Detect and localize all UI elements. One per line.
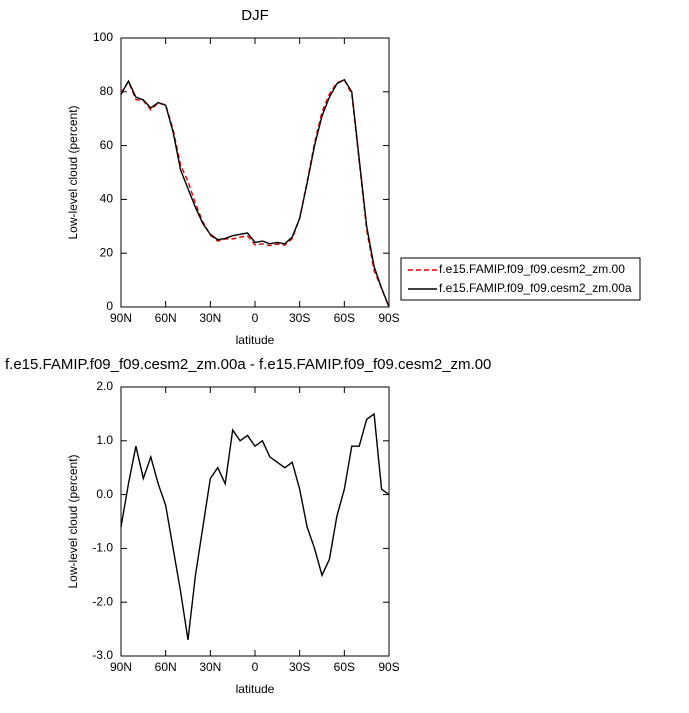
chart-title: DJF [241, 7, 269, 24]
x-tick-label: 0 [252, 311, 259, 325]
legend-box [400, 257, 641, 301]
x-tick-label: 30N [199, 660, 221, 674]
y-tick-label: 40 [100, 192, 114, 206]
x-tick-label: 90N [110, 660, 132, 674]
y-tick-label: 100 [93, 30, 113, 44]
x-tick-label: 90S [378, 660, 399, 674]
plot-frame [120, 386, 390, 657]
x-tick-label: 0 [252, 660, 259, 674]
y-tick-label: -2.0 [92, 594, 113, 608]
y-axis-label: Low-level cloud (percent) [66, 105, 80, 239]
x-tick-label: 60S [334, 660, 355, 674]
y-tick-label: -1.0 [92, 541, 113, 555]
data-line [120, 78, 390, 308]
x-tick-label: 30N [199, 311, 221, 325]
x-tick-label: 30S [289, 660, 310, 674]
data-line [120, 79, 390, 308]
legend-label: f.e15.FAMIP.f09_f09.cesm2_zm.00 [439, 262, 625, 276]
x-tick-label: 60N [155, 660, 177, 674]
y-tick-label: 60 [100, 138, 114, 152]
chart-title: f.e15.FAMIP.f09_f09.cesm2_zm.00a - f.e15… [5, 356, 491, 373]
y-tick-label: 80 [100, 84, 114, 98]
x-axis-label: latitude [236, 333, 275, 347]
data-line [120, 412, 390, 640]
x-tick-label: 60N [155, 311, 177, 325]
legend-label: f.e15.FAMIP.f09_f09.cesm2_zm.00a [439, 281, 632, 295]
plot-frame [120, 37, 390, 308]
y-tick-label: 2.0 [96, 379, 113, 393]
y-tick-label: 1.0 [96, 433, 113, 447]
y-tick-label: 0 [106, 299, 113, 313]
y-axis-label: Low-level cloud (percent) [66, 454, 80, 588]
x-tick-label: 90S [378, 311, 399, 325]
y-tick-label: 0.0 [96, 487, 113, 501]
x-tick-label: 90N [110, 311, 132, 325]
x-tick-label: 60S [334, 311, 355, 325]
y-tick-label: 20 [100, 245, 114, 259]
x-axis-label: latitude [236, 682, 275, 696]
x-tick-label: 30S [289, 311, 310, 325]
y-tick-label: -3.0 [92, 648, 113, 662]
